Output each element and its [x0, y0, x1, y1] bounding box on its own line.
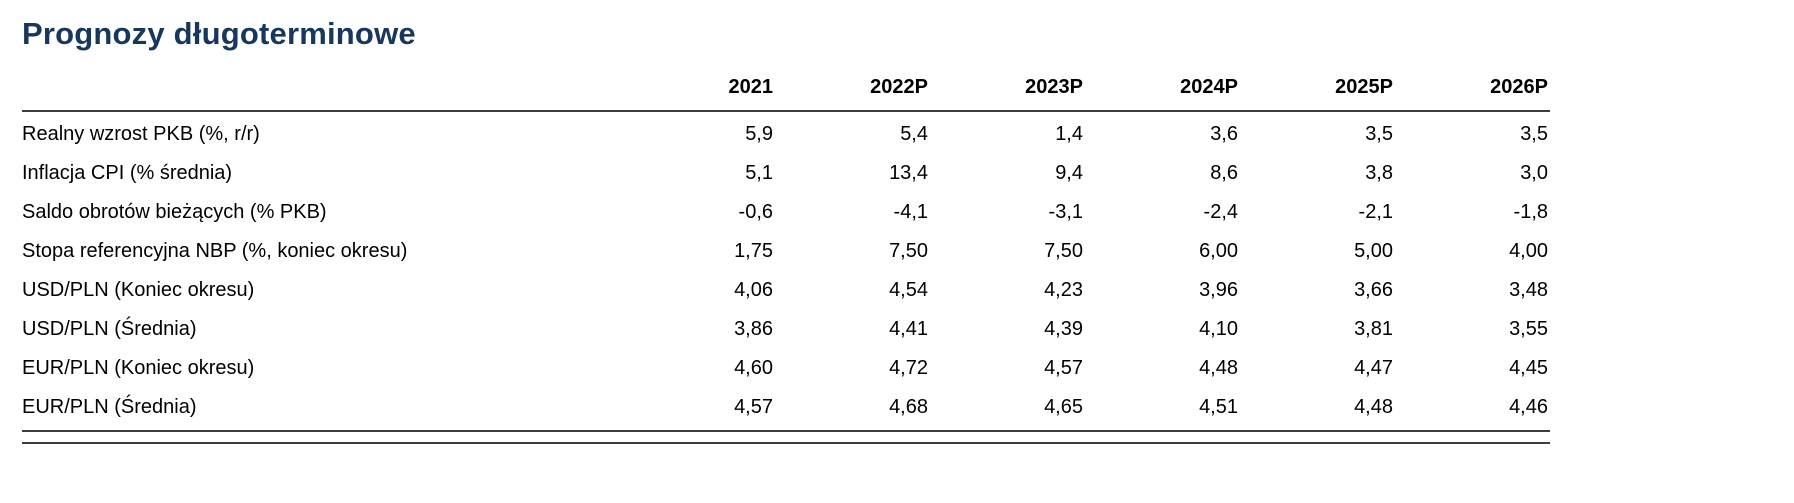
cell: 3,81	[1354, 318, 1393, 340]
cell: 1,4	[1055, 123, 1083, 145]
cell: 5,00	[1354, 240, 1393, 262]
cell: 4,57	[620, 388, 775, 432]
cell: 4,57	[1044, 357, 1083, 379]
cell: 4,68	[775, 388, 930, 432]
cell: 4,54	[889, 279, 928, 301]
cell: 3,86	[734, 318, 773, 340]
cell: -1,8	[1513, 201, 1548, 223]
cell: 4,06	[734, 279, 773, 301]
row-label: EUR/PLN (Średnia)	[22, 388, 620, 432]
cell: 4,48	[1199, 357, 1238, 379]
cell: 4,10	[1199, 318, 1238, 340]
cell: 4,60	[734, 357, 773, 379]
row-label: Saldo obrotów bieżących (% PKB)	[22, 201, 327, 223]
column-header-2025p: 2025P	[1240, 68, 1395, 112]
table-row-eurpln-eop: EUR/PLN (Koniec okresu) 4,60 4,72 4,57 4…	[22, 349, 1550, 388]
cell: -0,6	[738, 201, 773, 223]
table-row-eurpln-avg: EUR/PLN (Średnia) 4,57 4,68 4,65 4,51 4,…	[22, 388, 1550, 432]
row-label: EUR/PLN (Koniec okresu)	[22, 357, 255, 379]
cell: 3,0	[1520, 162, 1548, 184]
cell: 7,50	[1044, 240, 1083, 262]
table-row-gdp-growth: Realny wzrost PKB (%, r/r) 5,9 5,4 1,4 3…	[22, 111, 1550, 154]
cell: 3,48	[1509, 279, 1548, 301]
table-row-current-account: Saldo obrotów bieżących (% PKB) -0,6 -4,…	[22, 193, 1550, 232]
page-title: Prognozy długoterminowe	[22, 16, 416, 51]
cell: 4,46	[1395, 388, 1550, 432]
column-header-2023p: 2023P	[930, 68, 1085, 112]
row-label: Stopa referencyjna NBP (%, koniec okresu…	[22, 240, 408, 262]
cell: 4,00	[1509, 240, 1548, 262]
cell: 4,72	[889, 357, 928, 379]
cell: 4,39	[1044, 318, 1083, 340]
column-header-2021: 2021	[620, 68, 775, 112]
row-label: Inflacja CPI (% średnia)	[22, 162, 233, 184]
cell: 8,6	[1210, 162, 1238, 184]
row-label: Realny wzrost PKB (%, r/r)	[22, 123, 260, 145]
bottom-rule	[22, 442, 1550, 444]
cell: 1,75	[734, 240, 773, 262]
cell: 4,48	[1240, 388, 1395, 432]
cell: 6,00	[1199, 240, 1238, 262]
cell: 3,96	[1199, 279, 1238, 301]
cell: 4,65	[930, 388, 1085, 432]
table-row-usdpln-eop: USD/PLN (Koniec okresu) 4,06 4,54 4,23 3…	[22, 271, 1550, 310]
cell: -2,1	[1358, 201, 1393, 223]
cell: 5,4	[900, 123, 928, 145]
cell: 3,5	[1365, 123, 1393, 145]
cell: 7,50	[889, 240, 928, 262]
cell: 3,55	[1509, 318, 1548, 340]
column-header-2022p: 2022P	[775, 68, 930, 112]
cell: -3,1	[1048, 201, 1083, 223]
table-row-nbp-reference-rate: Stopa referencyjna NBP (%, koniec okresu…	[22, 232, 1550, 271]
row-label: USD/PLN (Średnia)	[22, 318, 197, 340]
cell: -2,4	[1203, 201, 1238, 223]
header-empty-cell	[22, 68, 620, 112]
cell: 5,1	[745, 162, 773, 184]
cell: 4,51	[1085, 388, 1240, 432]
cell: 5,9	[745, 123, 773, 145]
cell: 13,4	[889, 162, 928, 184]
cell: 9,4	[1055, 162, 1083, 184]
cell: 4,45	[1509, 357, 1548, 379]
forecast-table: 2021 2022P 2023P 2024P 2025P 2026P Realn…	[22, 68, 1550, 432]
table-header-row: 2021 2022P 2023P 2024P 2025P 2026P	[22, 68, 1550, 112]
cell: 4,41	[889, 318, 928, 340]
table-row-usdpln-avg: USD/PLN (Średnia) 3,86 4,41 4,39 4,10 3,…	[22, 310, 1550, 349]
column-header-2024p: 2024P	[1085, 68, 1240, 112]
cell: -4,1	[893, 201, 928, 223]
cell: 4,47	[1354, 357, 1393, 379]
row-label: USD/PLN (Koniec okresu)	[22, 279, 255, 301]
cell: 3,66	[1354, 279, 1393, 301]
cell: 3,8	[1365, 162, 1393, 184]
cell: 4,23	[1044, 279, 1083, 301]
cell: 3,6	[1210, 123, 1238, 145]
table-row-cpi-inflation: Inflacja CPI (% średnia) 5,1 13,4 9,4 8,…	[22, 154, 1550, 193]
column-header-2026p: 2026P	[1395, 68, 1550, 112]
cell: 3,5	[1520, 123, 1548, 145]
